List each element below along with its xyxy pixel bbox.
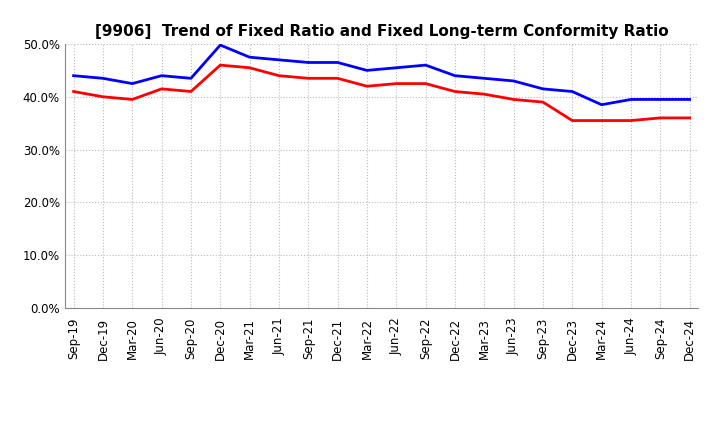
Fixed Ratio	[451, 73, 459, 78]
Fixed Long-term Conformity Ratio	[421, 81, 430, 86]
Title: [9906]  Trend of Fixed Ratio and Fixed Long-term Conformity Ratio: [9906] Trend of Fixed Ratio and Fixed Lo…	[95, 24, 668, 39]
Fixed Ratio	[568, 89, 577, 94]
Fixed Long-term Conformity Ratio	[480, 92, 489, 97]
Fixed Ratio	[157, 73, 166, 78]
Fixed Long-term Conformity Ratio	[509, 97, 518, 102]
Fixed Ratio	[274, 57, 283, 62]
Fixed Ratio	[509, 78, 518, 84]
Fixed Long-term Conformity Ratio	[451, 89, 459, 94]
Fixed Ratio	[656, 97, 665, 102]
Fixed Long-term Conformity Ratio	[598, 118, 606, 123]
Fixed Ratio	[246, 55, 254, 60]
Fixed Long-term Conformity Ratio	[274, 73, 283, 78]
Fixed Long-term Conformity Ratio	[685, 115, 694, 121]
Fixed Long-term Conformity Ratio	[656, 115, 665, 121]
Line: Fixed Long-term Conformity Ratio: Fixed Long-term Conformity Ratio	[73, 65, 690, 121]
Fixed Ratio	[685, 97, 694, 102]
Fixed Long-term Conformity Ratio	[539, 99, 547, 105]
Fixed Ratio	[216, 42, 225, 48]
Fixed Long-term Conformity Ratio	[186, 89, 195, 94]
Fixed Long-term Conformity Ratio	[99, 94, 107, 99]
Fixed Ratio	[598, 102, 606, 107]
Fixed Long-term Conformity Ratio	[568, 118, 577, 123]
Fixed Long-term Conformity Ratio	[363, 84, 372, 89]
Fixed Long-term Conformity Ratio	[128, 97, 137, 102]
Fixed Ratio	[99, 76, 107, 81]
Fixed Long-term Conformity Ratio	[304, 76, 312, 81]
Fixed Long-term Conformity Ratio	[246, 65, 254, 70]
Fixed Ratio	[69, 73, 78, 78]
Fixed Long-term Conformity Ratio	[626, 118, 635, 123]
Fixed Long-term Conformity Ratio	[216, 62, 225, 68]
Fixed Ratio	[626, 97, 635, 102]
Fixed Ratio	[186, 76, 195, 81]
Line: Fixed Ratio: Fixed Ratio	[73, 45, 690, 105]
Fixed Ratio	[539, 86, 547, 92]
Fixed Ratio	[333, 60, 342, 65]
Fixed Ratio	[392, 65, 400, 70]
Fixed Ratio	[304, 60, 312, 65]
Fixed Ratio	[480, 76, 489, 81]
Fixed Ratio	[363, 68, 372, 73]
Fixed Long-term Conformity Ratio	[157, 86, 166, 92]
Fixed Ratio	[128, 81, 137, 86]
Fixed Long-term Conformity Ratio	[392, 81, 400, 86]
Fixed Long-term Conformity Ratio	[333, 76, 342, 81]
Fixed Long-term Conformity Ratio	[69, 89, 78, 94]
Fixed Ratio	[421, 62, 430, 68]
